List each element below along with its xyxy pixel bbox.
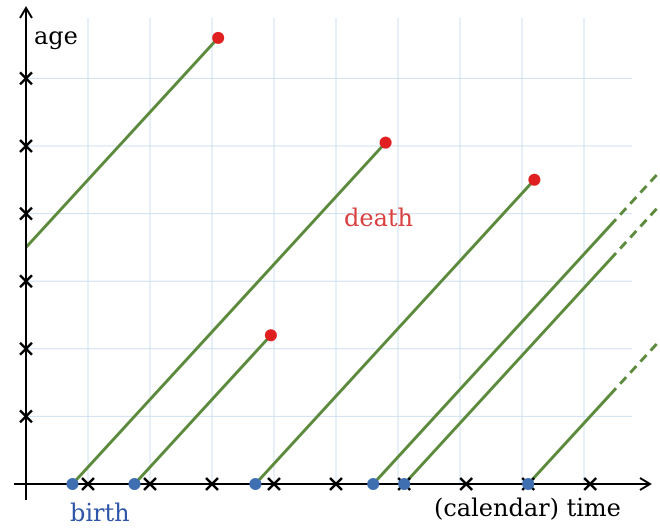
birth-dot xyxy=(522,478,535,490)
time-event-cross xyxy=(583,477,598,491)
y-axis-label: age xyxy=(34,22,78,50)
age-tick-cross xyxy=(19,71,33,86)
grid xyxy=(26,18,632,484)
marks xyxy=(19,71,598,491)
lifeline-solid xyxy=(403,258,612,486)
lifeline xyxy=(133,334,273,486)
birth-dot xyxy=(66,478,79,490)
death-dot xyxy=(264,329,277,342)
y-axis-arrow xyxy=(19,6,33,19)
time-event-cross xyxy=(81,477,95,491)
birth-label: birth xyxy=(70,499,130,527)
time-event-cross xyxy=(267,477,281,491)
birth-dot xyxy=(398,478,411,490)
time-event-cross xyxy=(205,477,219,491)
lifeline xyxy=(254,178,536,486)
lifeline-censored xyxy=(608,339,660,396)
death-dot xyxy=(528,173,541,186)
age-tick-cross xyxy=(19,139,33,153)
age-tick-cross xyxy=(19,206,33,221)
age-tick-cross xyxy=(19,274,33,289)
lifelines xyxy=(24,31,660,486)
lifeline-solid xyxy=(372,224,612,486)
death-dot xyxy=(379,136,392,149)
birth-dot xyxy=(128,478,141,490)
lifeline-censored xyxy=(608,204,660,261)
death-label: death xyxy=(344,204,413,232)
lifeline-solid xyxy=(527,393,612,486)
time-event-cross xyxy=(143,477,157,491)
x-axis-arrow xyxy=(639,477,652,491)
lifeline xyxy=(71,141,387,486)
age-tick-cross xyxy=(19,341,33,356)
age-tick-cross xyxy=(19,409,33,424)
axes xyxy=(14,6,652,500)
death-dot xyxy=(212,31,225,44)
time-event-cross xyxy=(329,477,343,491)
lifeline xyxy=(24,36,220,249)
time-event-cross xyxy=(459,477,474,491)
x-axis-label: (calendar) time xyxy=(434,494,621,522)
lifeline-censored xyxy=(608,170,660,227)
birth-dot xyxy=(249,478,262,490)
birth-dot xyxy=(367,478,380,490)
